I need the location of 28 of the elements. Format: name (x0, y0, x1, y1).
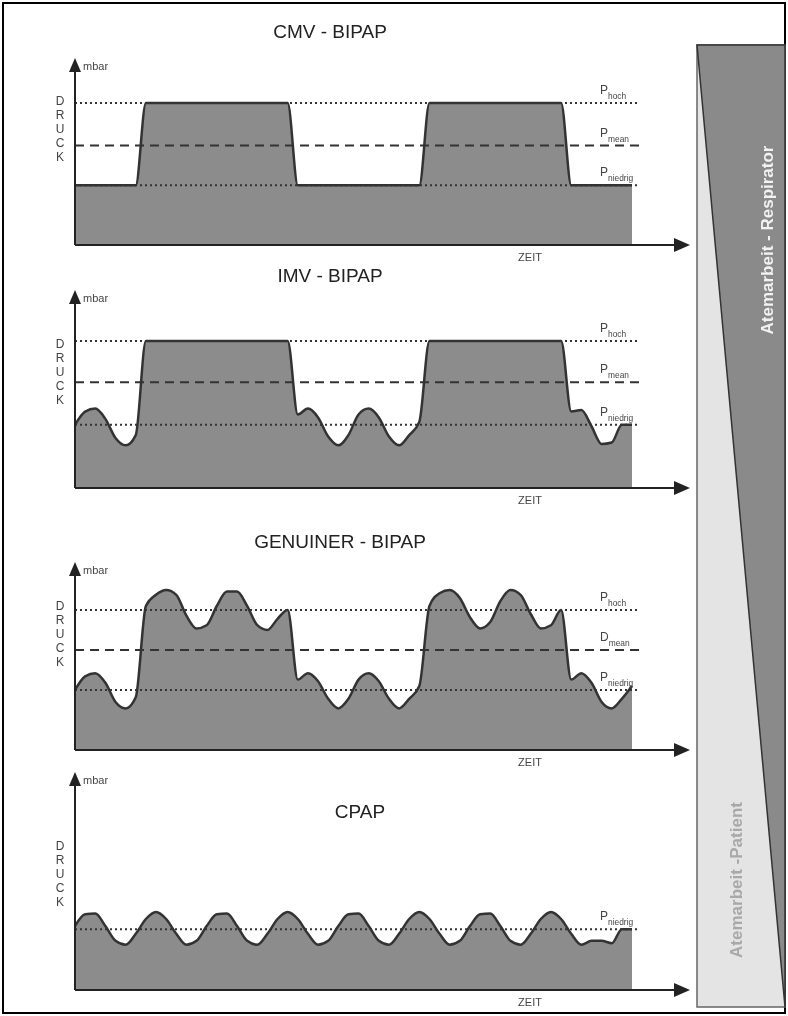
text: mbar (83, 774, 109, 786)
ref-line-label: P$_{mean}$ (600, 362, 630, 381)
y-axis-title: DRUCK (55, 599, 65, 669)
ref-line-label: D$_{mean}$ (600, 630, 630, 648)
y-axis-title: DRUCK (55, 94, 65, 164)
y-axis-title: DRUCK (55, 337, 65, 407)
chart-title: CPAP (334, 801, 386, 822)
text: mbar (83, 564, 109, 576)
x-axis-title: ZEIT (518, 251, 543, 263)
ref-line-label: P$_{hoch}$ (600, 83, 627, 101)
chart-title: GENUINER - BIPAP (254, 531, 426, 552)
ref-line-label: P$_{hoch}$ (600, 590, 627, 608)
ref-line-label: P$_{niedrig}$ (600, 404, 634, 423)
y-axis-title: DRUCK (55, 839, 65, 909)
x-axis-title: ZEIT (518, 996, 543, 1008)
x-axis-title: ZEIT (518, 756, 543, 768)
x-axis-title: ZEIT (518, 494, 543, 506)
ref-line-label: P$_{niedrig}$ (600, 670, 634, 688)
ref-line-label: P$_{niedrig}$ (600, 165, 634, 184)
text: Atemarbeit - Respirator (758, 145, 777, 335)
ref-line-label: P$_{hoch}$ (600, 321, 627, 339)
chart-title: CMV - BIPAP (273, 21, 387, 42)
text: mbar (83, 60, 109, 72)
chart-title: IMV - BIPAP (277, 265, 383, 286)
ref-line-label: P$_{mean}$ (600, 125, 630, 144)
text: Atemarbeit -Patient (727, 801, 746, 958)
ref-line-label: P$_{niedrig}$ (600, 909, 634, 928)
text: mbar (83, 292, 109, 304)
